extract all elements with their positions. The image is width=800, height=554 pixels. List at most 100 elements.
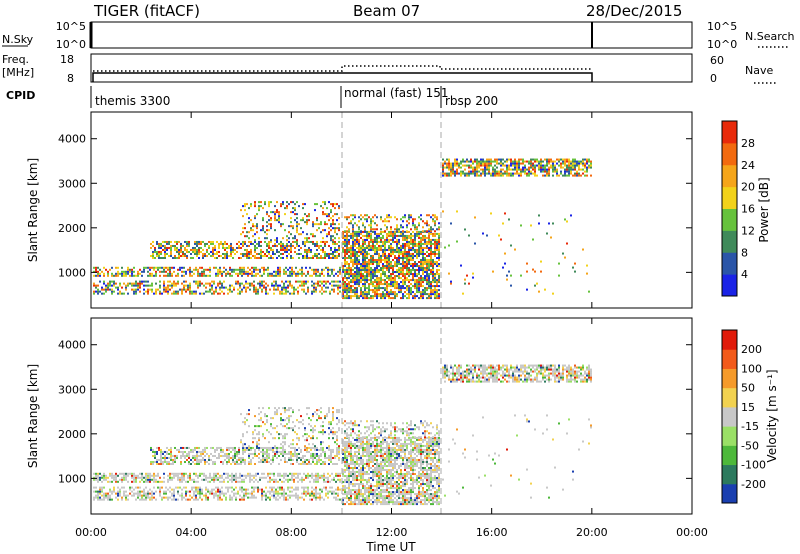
data-cell (442, 172, 444, 175)
data-cell (238, 450, 240, 453)
data-cell (250, 448, 252, 451)
data-cell (566, 164, 568, 167)
data-cell (338, 207, 340, 210)
data-cell (101, 490, 103, 493)
data-cell (223, 280, 225, 283)
data-cell (170, 240, 172, 243)
data-cell (278, 217, 280, 220)
data-cell (193, 292, 195, 295)
data-cell (338, 246, 340, 249)
data-cell (266, 456, 268, 459)
data-cell (216, 240, 218, 243)
data-cell (169, 486, 171, 489)
data-cell (143, 284, 145, 287)
data-cell (550, 160, 552, 163)
data-cell (219, 292, 221, 295)
data-cell (260, 458, 262, 461)
data-cell (332, 221, 334, 224)
data-cell (322, 248, 324, 251)
data-cell (402, 238, 404, 241)
data-cell (279, 488, 281, 491)
data-cell (119, 490, 121, 493)
data-cell (150, 242, 152, 245)
data-cell (334, 248, 336, 251)
data-cell (227, 270, 229, 273)
data-cell (281, 286, 283, 289)
data-cell (358, 259, 360, 262)
data-cell (510, 274, 512, 277)
data-cell (566, 170, 568, 173)
data-cell (402, 226, 404, 229)
data-cell (424, 230, 426, 233)
data-cell (268, 460, 270, 463)
data-cell (366, 281, 368, 284)
data-cell (268, 431, 270, 434)
data-cell (268, 256, 270, 259)
data-cell (272, 448, 274, 451)
data-cell (287, 494, 289, 497)
data-cell (119, 282, 121, 285)
data-cell (562, 166, 564, 169)
data-cell (378, 244, 380, 247)
data-cell (584, 158, 586, 161)
data-cell (380, 248, 382, 251)
data-cell (324, 201, 326, 204)
data-cell (283, 268, 285, 271)
data-cell (173, 290, 175, 293)
data-cell (372, 297, 374, 300)
data-cell (512, 174, 514, 177)
data-cell (189, 290, 191, 293)
data-cell (500, 170, 502, 173)
data-cell (260, 244, 262, 247)
data-cell (181, 274, 183, 277)
data-cell (281, 492, 283, 495)
data-cell (430, 230, 432, 233)
data-cell (127, 474, 129, 477)
data-cell (141, 270, 143, 273)
data-cell (217, 284, 219, 287)
data-cell (137, 486, 139, 489)
data-cell (520, 162, 522, 165)
data-cell (302, 254, 304, 257)
data-cell (284, 207, 286, 210)
data-cell (241, 486, 243, 489)
data-cell (283, 284, 285, 287)
data-cell (194, 456, 196, 459)
data-cell (191, 270, 193, 273)
data-cell (284, 250, 286, 253)
data-cell (448, 272, 450, 275)
y-tick-label: 3000 (58, 177, 86, 190)
data-cell (538, 168, 540, 171)
data-cell (231, 270, 233, 273)
data-cell (245, 270, 247, 273)
data-cell (177, 282, 179, 285)
data-cell (540, 168, 542, 171)
data-cell (279, 496, 281, 499)
data-cell (171, 292, 173, 295)
data-cell (360, 289, 362, 292)
data-cell (380, 230, 382, 233)
data-cell (578, 164, 580, 167)
data-cell (332, 450, 334, 453)
data-cell (135, 486, 137, 489)
data-cell (516, 164, 518, 167)
data-cell (558, 274, 560, 277)
data-cell (420, 263, 422, 266)
data-cell (504, 164, 506, 167)
data-cell (111, 272, 113, 275)
data-cell (424, 293, 426, 296)
data-cell (354, 240, 356, 243)
data-cell (105, 494, 107, 497)
data-cell (287, 498, 289, 501)
data-cell (484, 164, 486, 167)
data-cell (504, 212, 506, 215)
data-cell (406, 259, 408, 262)
data-cell (143, 490, 145, 493)
data-cell (414, 240, 416, 243)
data-cell (295, 494, 297, 497)
data-cell (297, 286, 299, 289)
data-cell (218, 254, 220, 257)
data-cell (404, 252, 406, 255)
data-cell (222, 462, 224, 465)
data-cell (217, 472, 219, 475)
